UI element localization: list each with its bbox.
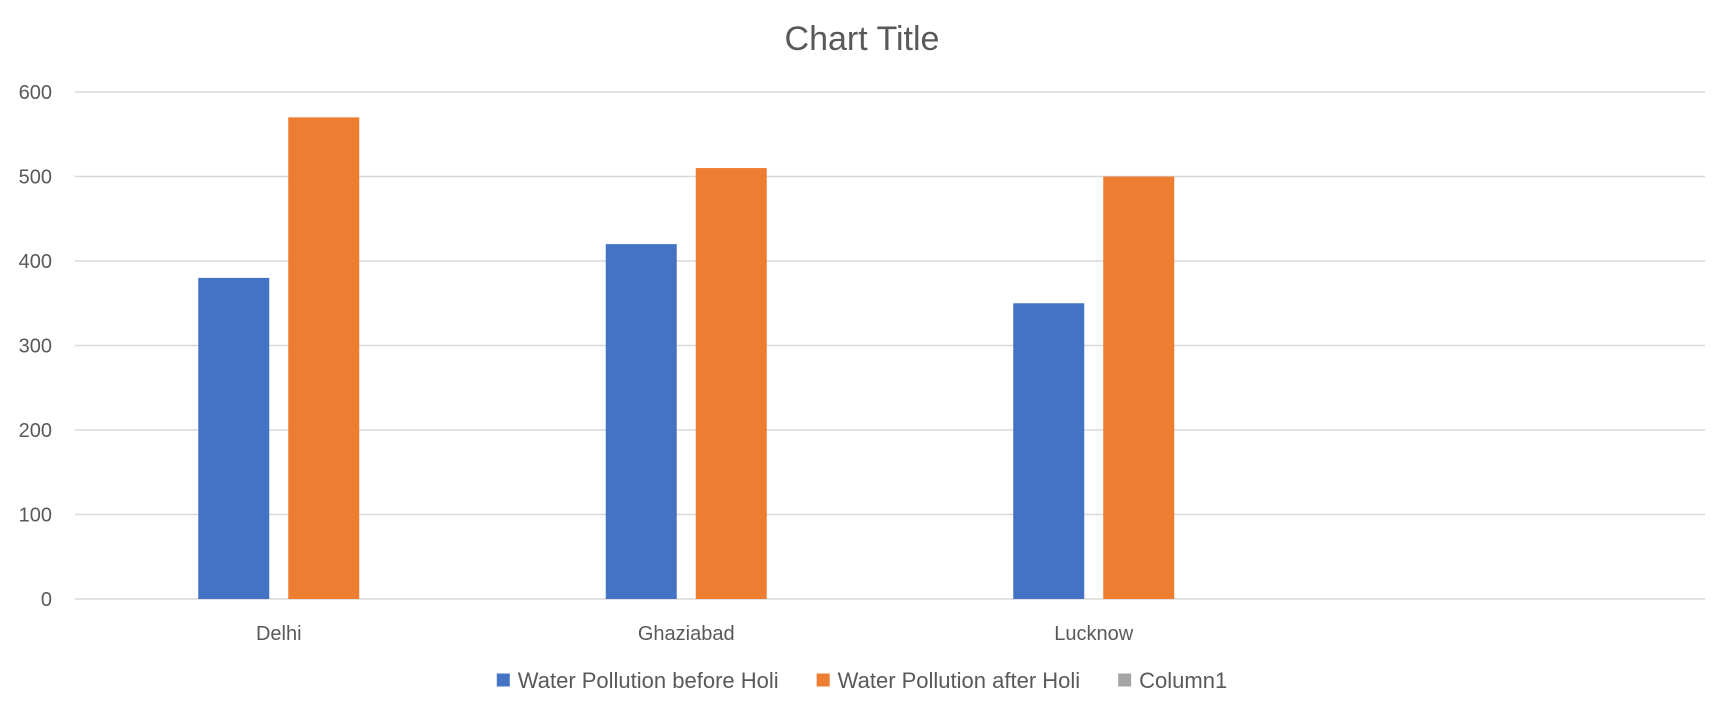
- legend-swatch: [496, 673, 510, 687]
- y-tick-label: 100: [19, 505, 52, 527]
- x-category-label: Delhi: [256, 623, 302, 645]
- legend-item: Column1: [1118, 668, 1227, 693]
- x-category-label: Ghaziabad: [638, 623, 735, 645]
- legend-label: Water Pollution after Holi: [838, 668, 1081, 693]
- legend-item: Water Pollution before Holi: [496, 668, 779, 693]
- legend-label: Water Pollution before Holi: [518, 668, 779, 693]
- legend: Water Pollution before Holi Water Polluti…: [496, 668, 1227, 693]
- bar-lucknow-series-1: [1013, 303, 1085, 599]
- legend-item: Water Pollution after Holi: [816, 668, 1081, 693]
- y-tick-label: 0: [41, 589, 52, 611]
- y-tick-label: 200: [19, 420, 52, 442]
- chart-title: Chart Title: [785, 20, 940, 58]
- legend-swatch: [1118, 673, 1132, 687]
- legend-label: Column1: [1139, 668, 1227, 693]
- y-tick-label: 400: [19, 251, 52, 273]
- y-tick-label: 500: [19, 167, 52, 189]
- bar-delhi-series-2: [288, 117, 360, 599]
- bars: [198, 117, 1175, 600]
- bar-delhi-series-1: [198, 277, 270, 599]
- bar-ghaziabad-series-2: [695, 168, 767, 600]
- y-axis-ticks: 0 100 200 300 400 500 600: [19, 82, 52, 611]
- x-axis-categories: Delhi Ghaziabad Lucknow: [256, 623, 1134, 645]
- y-tick-label: 300: [19, 336, 52, 358]
- bar-lucknow-series-2: [1103, 176, 1175, 599]
- y-tick-label: 600: [19, 82, 52, 104]
- bar-ghaziabad-series-1: [605, 244, 677, 599]
- x-category-label: Lucknow: [1054, 623, 1133, 645]
- legend-swatch: [816, 673, 830, 687]
